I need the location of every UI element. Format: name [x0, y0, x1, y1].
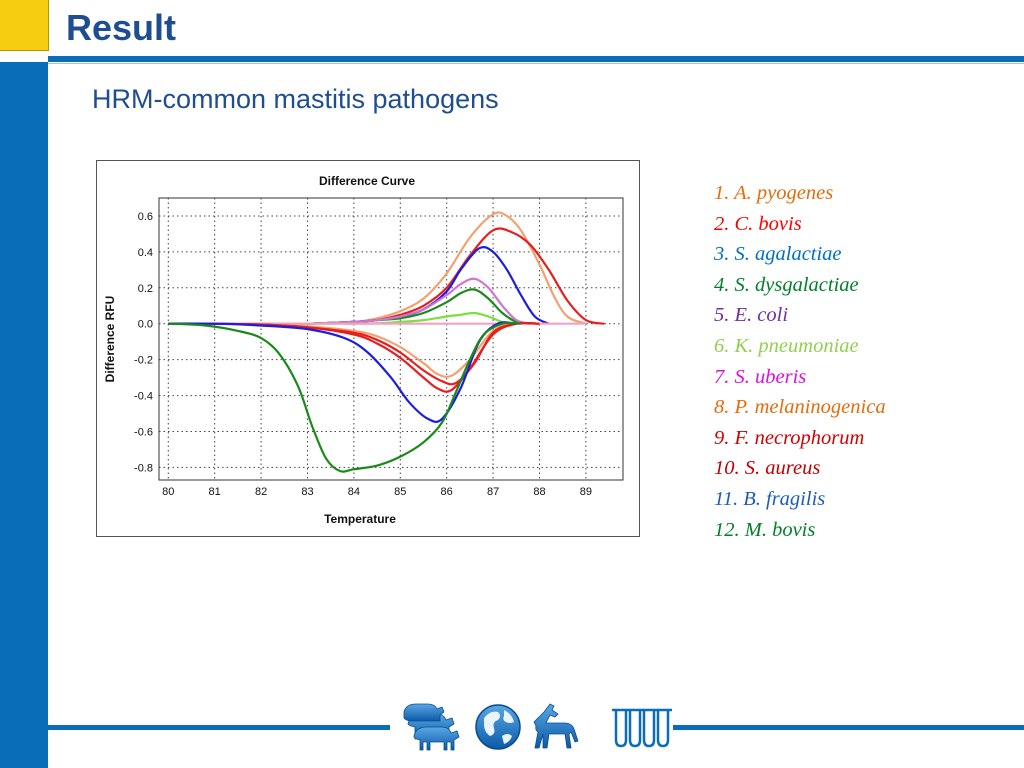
slide-subtitle: HRM-common mastitis pathogens	[92, 84, 499, 114]
y-tick-label: -0.8	[134, 462, 153, 474]
series-line	[168, 211, 587, 325]
series-line	[168, 245, 550, 325]
legend-item: 3. S. agalactiae	[714, 243, 842, 266]
footer-divider-right	[673, 725, 1024, 730]
cattle-herd-icon	[403, 703, 460, 751]
legend-item: 5. E. coli	[714, 304, 789, 327]
x-tick-label: 86	[441, 486, 453, 498]
series-line	[168, 277, 531, 325]
plot-frame	[158, 197, 624, 481]
series-line	[168, 322, 540, 378]
horse-icon	[533, 703, 579, 749]
y-axis-label: Difference RFU	[103, 296, 117, 383]
difference-curve-chart: 80 81 82 83 84 85 86 87 88 89 0.6 0.4 0.2 0.0 -0.2 -0.4…	[96, 160, 640, 537]
legend-item: 2. C. bovis	[714, 212, 802, 235]
legend-item: 1. A. pyogenes	[714, 182, 834, 204]
title-divider	[48, 56, 1024, 62]
legend-item: 6. K. pneumoniae	[714, 334, 859, 357]
title-divider-thin	[48, 63, 1024, 64]
x-tick-label: 87	[487, 486, 499, 498]
x-axis-label: Temperature	[324, 512, 396, 526]
test-tubes-icon	[612, 708, 672, 748]
series-line	[168, 288, 531, 325]
y-tick-label: 0.2	[138, 283, 153, 295]
chart-title: Difference Curve	[319, 174, 415, 188]
legend-item: 8. P. melaninogenica	[714, 396, 886, 419]
x-tick-label: 88	[533, 486, 545, 498]
footer-icon-strip	[400, 696, 672, 756]
grid-layer	[159, 198, 623, 480]
species-legend: 1. A. pyogenes 2. C. bovis 3. S. agalactia…	[714, 178, 886, 545]
x-tick-label: 83	[301, 486, 313, 498]
legend-item: 10. S. aureus	[714, 457, 821, 480]
legend-item: 7. S. uberis	[714, 365, 807, 388]
chart-svg: 80 81 82 83 84 85 86 87 88 89 0.6 0.4 0.2 0.0 -0.2 -0.4…	[103, 174, 624, 526]
series-line	[168, 321, 521, 473]
y-tick-label: 0.0	[138, 319, 153, 331]
x-tick-label: 89	[580, 486, 592, 498]
y-tick-label: -0.2	[134, 355, 153, 367]
footer-divider-left	[48, 725, 390, 730]
series-layer	[168, 211, 605, 473]
legend-item: 9. F. necrophorum	[714, 426, 865, 449]
left-accent-bar	[0, 62, 48, 768]
y-tick-label: -0.4	[134, 391, 153, 403]
x-tick-label: 84	[348, 486, 360, 498]
legend-item: 4. S. dysgalactiae	[714, 273, 859, 296]
y-tick-label: -0.6	[134, 427, 153, 439]
x-tick-label: 85	[394, 486, 406, 498]
x-tick-label: 82	[255, 486, 267, 498]
y-tick-label: 0.4	[138, 247, 153, 259]
corner-accent	[0, 0, 49, 51]
globe-icon	[475, 704, 521, 750]
legend-item: 11. B. fragilis	[714, 487, 826, 510]
x-tick-label: 80	[162, 486, 174, 498]
tick-layer: 80 81 82 83 84 85 86 87 88 89 0.6 0.4 0.2 0.0 -0.2 -0.4…	[134, 211, 592, 498]
legend-item: 12. M. bovis	[714, 518, 816, 541]
y-tick-label: 0.6	[138, 211, 153, 223]
x-tick-label: 81	[209, 486, 221, 498]
series-line	[168, 321, 540, 386]
slide-title: Result	[66, 7, 177, 48]
series-line	[168, 227, 605, 325]
